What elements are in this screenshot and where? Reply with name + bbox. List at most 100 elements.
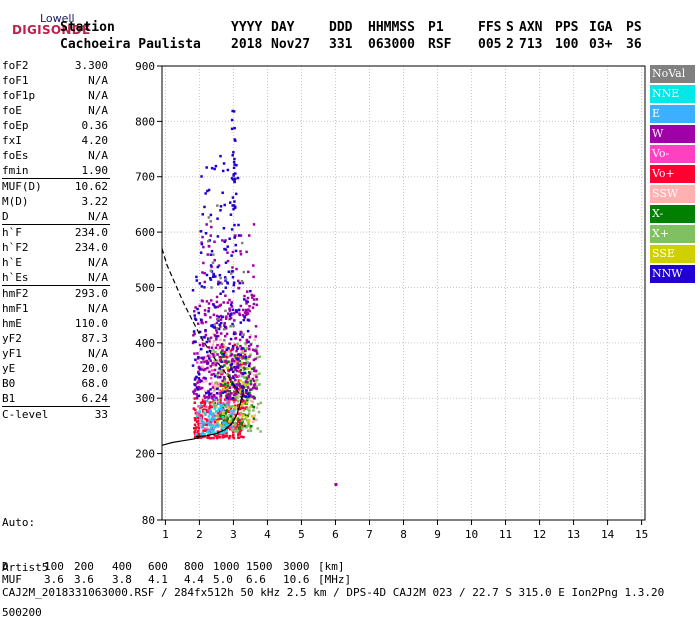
data-point <box>219 431 222 435</box>
data-point <box>204 355 207 359</box>
data-point <box>221 290 225 293</box>
data-point <box>218 417 221 420</box>
data-point <box>245 308 248 312</box>
data-point <box>216 305 220 309</box>
data-point <box>212 332 215 336</box>
data-point <box>212 354 215 357</box>
data-point <box>230 359 234 362</box>
data-point <box>219 314 223 318</box>
data-point <box>254 357 257 361</box>
data-point <box>239 411 243 415</box>
parameter-row: MUF(D) 10.62 <box>2 179 110 194</box>
data-point <box>232 359 236 363</box>
data-point <box>217 315 221 319</box>
data-point <box>219 351 223 354</box>
logo-digisonde: DIGISONDE <box>12 23 91 37</box>
data-point <box>195 392 198 396</box>
parameter-row: M(D) 3.22 <box>2 194 110 209</box>
data-point <box>245 347 249 350</box>
data-point <box>239 386 243 389</box>
data-point <box>215 321 219 325</box>
data-point <box>253 374 256 377</box>
data-point <box>222 226 226 230</box>
data-point <box>239 250 242 253</box>
data-point <box>252 358 256 362</box>
data-point <box>195 279 199 282</box>
data-point <box>238 429 242 432</box>
data-point <box>208 370 211 374</box>
data-point <box>227 423 230 427</box>
data-point <box>194 408 197 412</box>
data-point <box>219 154 222 158</box>
data-point <box>245 250 248 254</box>
data-point <box>244 407 247 411</box>
data-point <box>239 353 243 357</box>
data-point <box>247 375 250 379</box>
data-point <box>193 389 197 392</box>
data-point <box>204 377 207 380</box>
header-iga-label: IGA <box>589 20 613 35</box>
parameter-name: foF1p <box>2 89 36 102</box>
data-point <box>195 426 198 429</box>
parameter-name: foEp <box>2 119 29 132</box>
parameter-name: hmE <box>2 317 22 330</box>
data-point <box>218 273 222 277</box>
data-point <box>210 405 213 409</box>
parameter-name: h`E <box>2 256 22 269</box>
header-s-value: 2 <box>506 37 514 52</box>
data-point <box>247 408 251 411</box>
x-tick-label: 4 <box>264 528 271 541</box>
data-point <box>235 424 239 427</box>
data-point <box>201 435 204 439</box>
parameter-name: B1 <box>2 392 16 405</box>
data-point <box>193 352 196 355</box>
data-point <box>211 343 215 347</box>
data-point <box>234 414 237 417</box>
data-point <box>246 414 249 418</box>
data-point <box>241 404 244 407</box>
data-point <box>240 419 244 423</box>
data-point <box>253 414 257 417</box>
data-point <box>231 109 234 113</box>
logo-lowell: Lowell <box>40 12 75 25</box>
data-point <box>242 333 245 336</box>
data-point <box>220 417 223 421</box>
x-tick-label: 12 <box>533 528 546 541</box>
data-point <box>223 247 226 251</box>
data-point <box>213 368 217 372</box>
data-point <box>229 397 233 400</box>
header-axn-label: AXN <box>519 20 543 35</box>
data-point <box>206 410 209 414</box>
footer-distance-value: 100 <box>44 560 64 573</box>
data-point <box>208 357 211 360</box>
data-point <box>193 397 196 400</box>
data-point <box>231 266 234 269</box>
data-point <box>243 367 247 370</box>
data-point <box>232 410 235 413</box>
data-point <box>210 432 213 435</box>
data-point <box>241 335 244 339</box>
footer-distance-value: 400 <box>112 560 132 573</box>
data-point <box>205 405 208 408</box>
data-point <box>229 380 233 384</box>
data-point <box>237 412 240 415</box>
parameter-value: N/A <box>88 149 108 162</box>
data-point <box>232 204 236 207</box>
data-point <box>252 294 256 298</box>
data-point <box>209 436 213 440</box>
y-tick-label: 900 <box>135 60 155 73</box>
data-point <box>224 405 228 409</box>
data-point <box>248 347 251 351</box>
data-point <box>217 432 221 436</box>
data-point <box>250 388 253 391</box>
data-point <box>228 386 232 390</box>
data-point <box>238 312 241 315</box>
data-point <box>244 389 248 392</box>
data-point <box>219 384 222 388</box>
data-point <box>193 423 197 427</box>
legend-entry: NoVal <box>650 65 695 83</box>
data-point <box>229 377 233 380</box>
data-point <box>212 428 215 431</box>
footer-distance-value: 1500 <box>246 560 273 573</box>
data-point <box>223 411 226 414</box>
